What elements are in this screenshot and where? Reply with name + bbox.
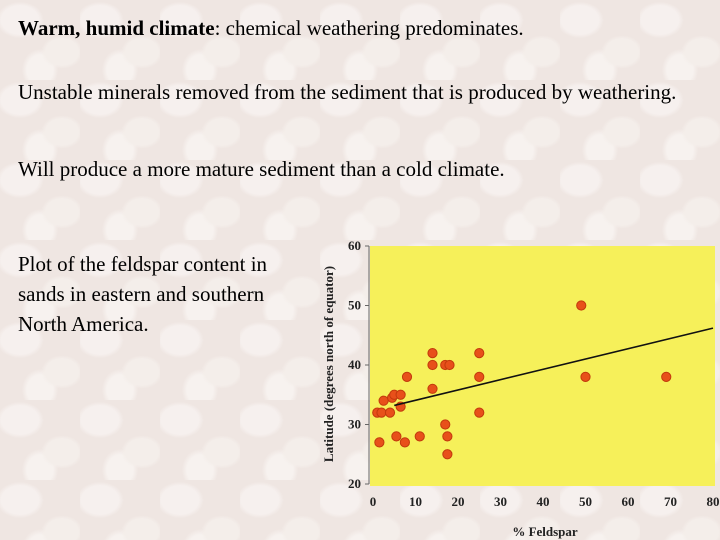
y-tick-label: 50 — [348, 298, 361, 313]
data-point — [399, 437, 410, 448]
x-tick-label: 70 — [664, 494, 677, 509]
data-point — [427, 383, 438, 394]
data-point — [391, 431, 402, 442]
data-point — [474, 407, 485, 418]
x-axis: 0 10 20 30 40 50 60 70 80 — [370, 494, 720, 509]
data-point — [414, 431, 425, 442]
x-tick-label: 30 — [494, 494, 507, 509]
heading-line: Warm, humid climate: chemical weathering… — [18, 14, 698, 42]
data-points — [372, 300, 672, 460]
data-point — [427, 359, 438, 371]
data-point — [374, 437, 385, 448]
body-line-minerals: Unstable minerals removed from the sedim… — [18, 80, 677, 104]
y-tick-label: 20 — [348, 476, 361, 491]
y-tick-label: 30 — [348, 417, 361, 432]
data-point — [378, 395, 389, 406]
y-axis: 20 30 40 50 60 — [348, 238, 370, 491]
data-point — [442, 431, 453, 442]
data-point — [576, 300, 587, 311]
data-point — [661, 371, 672, 382]
heading-bold-term: Warm, humid climate — [18, 16, 215, 40]
plot-area — [370, 246, 715, 486]
x-tick-label: 80 — [707, 494, 720, 509]
data-point — [395, 389, 406, 400]
x-tick-label: 50 — [579, 494, 592, 509]
data-point — [384, 407, 396, 418]
x-tick-label: 60 — [622, 494, 635, 509]
data-point — [442, 449, 453, 460]
data-point — [401, 371, 413, 382]
x-tick-label: 40 — [537, 494, 550, 509]
data-point — [474, 371, 485, 382]
y-tick-label: 40 — [348, 357, 361, 372]
x-axis-title: % Feldspar — [512, 524, 578, 539]
y-tick-label: 60 — [348, 238, 361, 253]
trend-line — [394, 327, 714, 407]
chart-caption: Plot of the feldspar content in sands in… — [18, 252, 268, 336]
data-point — [580, 371, 591, 382]
data-point — [427, 348, 438, 359]
y-axis-title: Latitude (degrees north of equator) — [321, 266, 336, 462]
heading-rest: : chemical weathering predominates. — [214, 16, 524, 40]
x-tick-label: 10 — [409, 494, 422, 509]
x-tick-label: 20 — [452, 494, 465, 509]
data-point — [444, 359, 455, 371]
x-tick-label: 0 — [370, 494, 377, 509]
body-line-mature: Will produce a more mature sediment than… — [18, 157, 505, 181]
data-point — [474, 348, 485, 359]
data-point — [440, 419, 451, 430]
data-point — [376, 407, 387, 418]
